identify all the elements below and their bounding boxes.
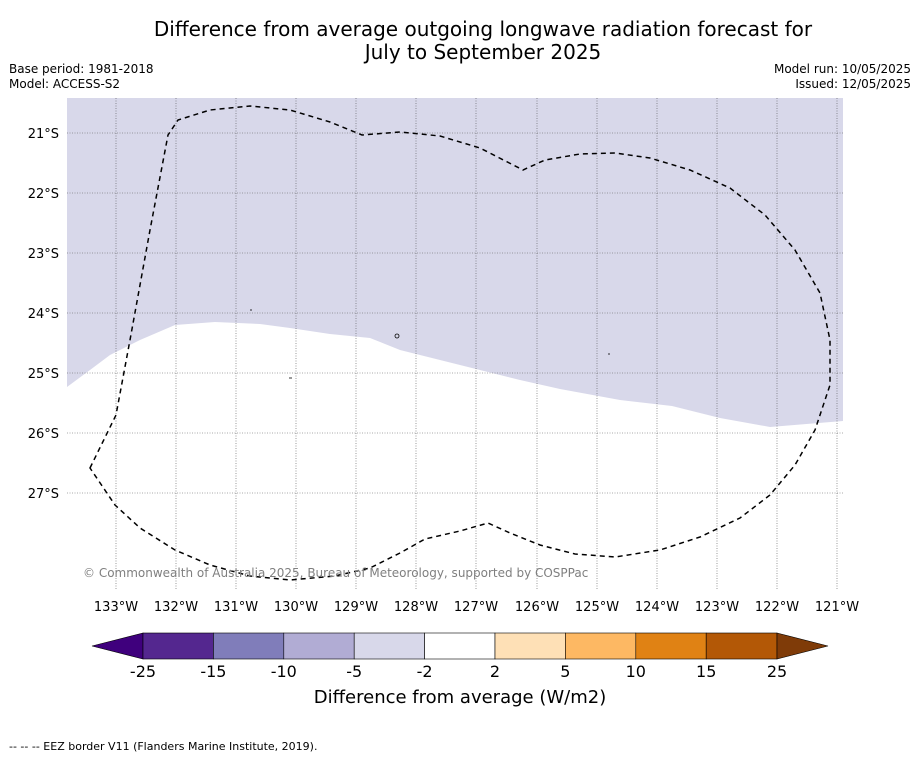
colorbar-swatch [705, 632, 778, 660]
colorbar-swatch [283, 632, 355, 660]
lon-label: 128°W [394, 600, 438, 615]
lon-label: 121°W [815, 600, 859, 615]
colorbar-tick: 15 [696, 662, 716, 681]
lat-label: 24°S [28, 307, 59, 322]
lon-labels: 133°W 132°W 131°W 130°W 129°W 128°W 127°… [94, 600, 859, 615]
colorbar [91, 632, 829, 660]
colorbar-tick: -25 [130, 662, 156, 681]
colorbar-ticks: -25 -15 -10 -5 -2 2 5 10 15 25 [130, 662, 787, 681]
eez-legend-note: -- -- -- EEZ border V11 (Flanders Marine… [9, 740, 318, 753]
colorbar-swatch [142, 632, 214, 660]
copyright-notice: © Commonwealth of Australia 2025, Bureau… [83, 566, 588, 580]
colorbar-tick: 2 [490, 662, 500, 681]
lat-label: 22°S [28, 187, 59, 202]
issued-date: Issued: 12/05/2025 [795, 77, 911, 91]
lat-label: 25°S [28, 367, 59, 382]
lat-label: 26°S [28, 427, 59, 442]
lon-label: 132°W [154, 600, 198, 615]
lon-gridlines [115, 98, 838, 589]
lat-labels: 21°S 22°S 23°S 24°S 25°S 26°S 27°S [28, 127, 59, 502]
lon-label: 127°W [454, 600, 498, 615]
colorbar-swatch [494, 632, 566, 660]
anomaly-fill-region [67, 98, 843, 427]
colorbar-swatch [565, 632, 637, 660]
model-run: Model run: 10/05/2025 [773, 62, 911, 76]
colorbar-label: Difference from average (W/m2) [314, 687, 606, 708]
colorbar-swatch [213, 632, 285, 660]
colorbar-tick: -15 [200, 662, 226, 681]
colorbar-tick: 10 [626, 662, 646, 681]
lon-label: 125°W [575, 600, 619, 615]
lon-label: 126°W [515, 600, 559, 615]
lon-label: 122°W [755, 600, 799, 615]
lat-gridlines [67, 132, 843, 494]
base-period: Base period: 1981-2018 [9, 62, 154, 76]
lon-label: 133°W [94, 600, 138, 615]
lon-label: 130°W [274, 600, 318, 615]
lat-label: 27°S [28, 487, 59, 502]
title-line-1: Difference from average outgoing longwav… [153, 17, 813, 41]
colorbar-swatch [424, 632, 496, 660]
colorbar-extend-low [91, 632, 144, 660]
colorbar-swatch [353, 632, 425, 660]
lat-label: 21°S [28, 127, 59, 142]
meta-right: Model run: 10/05/2025 Issued: 12/05/2025 [774, 62, 911, 92]
colorbar-tick: 25 [767, 662, 787, 681]
lon-label: 123°W [695, 600, 739, 615]
meta-left: Base period: 1981-2018 Model: ACCESS-S2 [9, 62, 154, 92]
colorbar-tick: 5 [560, 662, 570, 681]
title-line-2: July to September 2025 [364, 40, 602, 64]
island-marks [250, 309, 610, 379]
lon-label: 131°W [214, 600, 258, 615]
lat-label: 23°S [28, 247, 59, 262]
colorbar-swatch [635, 632, 707, 660]
colorbar-tick: -5 [346, 662, 362, 681]
model-name: Model: ACCESS-S2 [9, 77, 121, 91]
map-title: Difference from average outgoing longwav… [0, 18, 919, 64]
colorbar-extend-high [776, 632, 829, 660]
lon-label: 124°W [635, 600, 679, 615]
colorbar-tick: -10 [271, 662, 297, 681]
lon-label: 129°W [334, 600, 378, 615]
colorbar-tick: -2 [417, 662, 433, 681]
